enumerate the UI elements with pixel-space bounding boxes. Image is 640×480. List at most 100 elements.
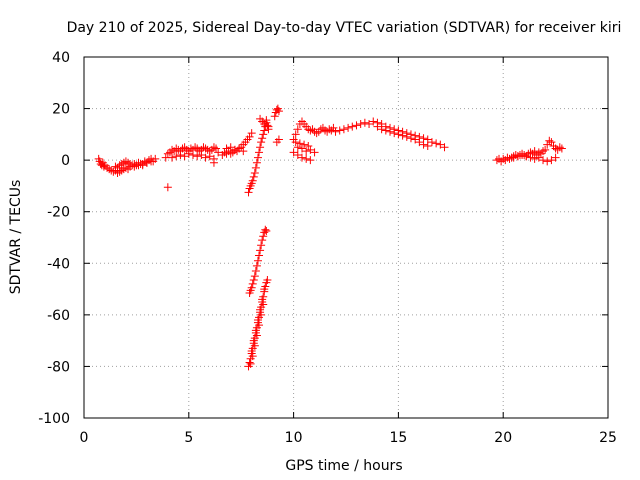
data-point (199, 143, 208, 152)
data-point (195, 147, 204, 156)
data-point (304, 141, 313, 150)
data-point (134, 161, 143, 170)
data-point (259, 130, 268, 139)
data-point (365, 120, 374, 129)
x-tick-label: 15 (389, 430, 407, 446)
data-point (257, 241, 266, 250)
data-point (432, 139, 441, 148)
data-point (547, 156, 556, 165)
data-point (297, 144, 306, 153)
data-point (373, 122, 382, 131)
data-point (377, 125, 386, 134)
data-point (103, 163, 112, 172)
y-tick-label: -40 (47, 256, 70, 272)
data-point (530, 154, 539, 163)
data-point (252, 331, 261, 340)
data-point (174, 145, 183, 154)
data-point (419, 140, 428, 149)
data-point (255, 251, 264, 260)
data-point (253, 316, 262, 325)
y-tick-label: 40 (52, 50, 70, 66)
data-point (297, 153, 306, 162)
data-point (310, 148, 319, 157)
data-point (115, 161, 124, 170)
data-point (197, 150, 206, 159)
data-point (329, 123, 338, 132)
data-point (406, 134, 415, 143)
data-point (356, 120, 365, 129)
data-point (247, 283, 256, 292)
data-point (163, 183, 172, 192)
x-tick-label: 0 (80, 430, 89, 446)
data-point (260, 120, 269, 129)
data-point (440, 143, 449, 152)
y-tick-label: -20 (47, 205, 70, 221)
data-point (260, 285, 269, 294)
data-point (436, 140, 445, 149)
data-point (124, 158, 133, 167)
data-point (261, 225, 270, 234)
y-tick-label: -100 (38, 411, 70, 427)
data-point (394, 130, 403, 139)
data-point (331, 127, 340, 136)
data-point (398, 131, 407, 140)
data-point (272, 105, 281, 114)
data-point (293, 125, 302, 134)
data-point (250, 272, 259, 281)
data-point (252, 261, 261, 270)
data-point (147, 157, 156, 166)
data-point (259, 232, 268, 241)
data-point (247, 346, 256, 355)
data-point (193, 152, 202, 161)
data-point (518, 150, 527, 159)
data-point (250, 341, 259, 350)
data-point (543, 157, 552, 166)
data-point (180, 152, 189, 161)
data-point (381, 126, 390, 135)
data-point (534, 153, 543, 162)
data-point (255, 148, 264, 157)
data-point (249, 336, 258, 345)
x-tick-label: 25 (599, 430, 617, 446)
data-point (522, 152, 531, 161)
data-point (415, 138, 424, 147)
data-point (258, 134, 267, 143)
data-point (212, 144, 221, 153)
data-point (509, 153, 518, 162)
data-point (239, 147, 248, 156)
data-point (427, 138, 436, 147)
data-point (306, 156, 315, 165)
data-point (545, 136, 554, 145)
data-point (348, 122, 357, 131)
data-point (547, 138, 556, 147)
data-point (557, 144, 566, 153)
data-point (138, 160, 147, 169)
data-point (252, 158, 261, 167)
data-point (255, 321, 264, 330)
data-point (263, 276, 272, 285)
data-point (543, 140, 552, 149)
data-point (302, 154, 311, 163)
data-point (220, 148, 229, 157)
data-point (184, 149, 193, 158)
data-point (248, 176, 257, 185)
data-point (250, 169, 259, 178)
y-tick-label: -60 (47, 308, 70, 324)
data-point (402, 132, 411, 141)
data-point (335, 126, 344, 135)
data-point (244, 188, 253, 197)
data-point (344, 123, 353, 132)
data-point (201, 144, 210, 153)
data-point (306, 126, 315, 135)
axis-ticks (83, 56, 609, 419)
data-point (121, 157, 130, 166)
data-point (246, 359, 255, 368)
data-point (251, 326, 260, 335)
data-point (256, 246, 265, 255)
y-tick-label: 0 (61, 153, 70, 169)
data-point (539, 147, 548, 156)
data-point (423, 141, 432, 150)
data-point (291, 130, 300, 139)
data-point (105, 165, 114, 174)
